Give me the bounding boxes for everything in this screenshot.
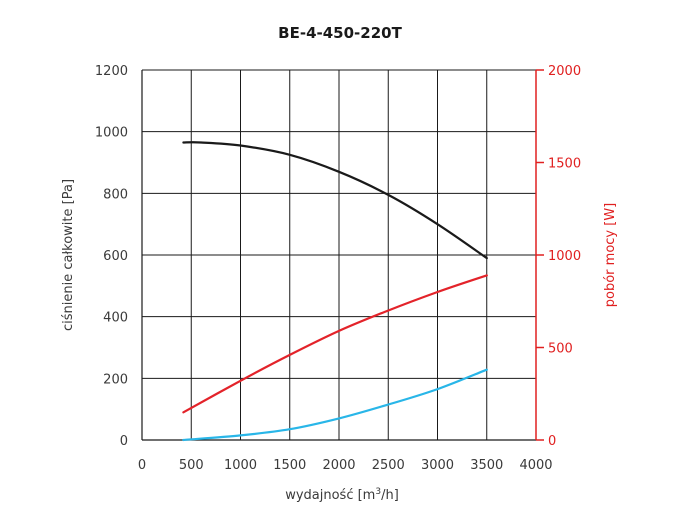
y2-tick-label: 1500 <box>548 157 581 172</box>
x-axis-label-sup: 3 <box>375 487 381 497</box>
y2-tick-labels: 0 500 1000 1500 2000 <box>548 64 581 449</box>
x-tick-label: 0 <box>138 458 146 473</box>
x-tick-labels: 0 500 1000 1500 2000 2500 3000 3500 4000 <box>138 458 553 473</box>
y-tick-label: 800 <box>103 187 128 202</box>
series-line-2 <box>182 274 488 414</box>
x-tick-label: 1000 <box>224 458 257 473</box>
x-tick-label: 3500 <box>470 458 503 473</box>
y-tick-labels: 0 200 400 600 800 1000 1200 <box>95 64 128 449</box>
y-tick-label: 1000 <box>95 126 128 141</box>
series-line-3 <box>182 368 488 442</box>
x-tick-label: 4000 <box>519 458 552 473</box>
plot-frame <box>141 69 544 441</box>
x-tick-label: 2500 <box>372 458 405 473</box>
x-tick-label: 1500 <box>273 458 306 473</box>
y2-tick-label: 0 <box>548 434 556 449</box>
x-tick-label: 500 <box>179 458 204 473</box>
y-tick-label: 400 <box>103 311 128 326</box>
x-tick-label: 2000 <box>322 458 355 473</box>
x-axis-label-suffix: /h] <box>381 488 399 503</box>
y2-axis-label: pobór mocy [W] <box>603 203 618 307</box>
y2-tick-label: 1000 <box>548 249 581 264</box>
y2-tick-label: 500 <box>548 342 573 357</box>
y2-tick-label: 2000 <box>548 64 581 79</box>
x-tick-label: 3000 <box>421 458 454 473</box>
y-tick-label: 0 <box>120 434 128 449</box>
y-tick-label: 200 <box>103 372 128 387</box>
x-axis-label: wydajność [m3/h] <box>285 487 399 503</box>
x-axis-label-prefix: wydajność [m <box>285 488 375 503</box>
series-line-1 <box>182 141 488 260</box>
y-tick-label: 600 <box>103 249 128 264</box>
grid <box>141 69 537 441</box>
chart-title: BE-4-450-220T <box>278 24 402 42</box>
series-layer <box>182 141 488 442</box>
y-tick-label: 1200 <box>95 64 128 79</box>
y-axis-label: ciśnienie całkowite [Pa] <box>61 179 76 331</box>
